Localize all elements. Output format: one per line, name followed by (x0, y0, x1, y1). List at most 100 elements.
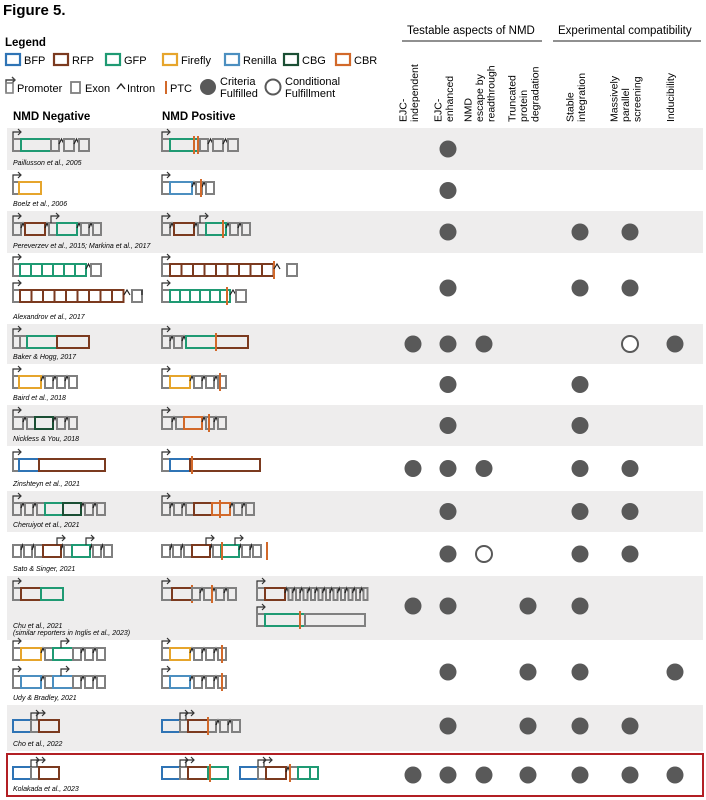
exon (193, 647, 203, 661)
exon (12, 502, 22, 516)
exon-rfp (38, 766, 60, 780)
criteria-fulfilled-dot (439, 717, 457, 735)
criteria-fulfilled-dot (621, 766, 639, 784)
exon-rfp (173, 222, 195, 236)
exon (30, 766, 40, 780)
exon-bfp (18, 458, 40, 472)
promoter-arrow (161, 365, 171, 376)
exon (161, 458, 171, 472)
exon-bfp (161, 766, 181, 780)
exon (84, 647, 94, 661)
exon (44, 375, 54, 389)
criteria-fulfilled-dot (439, 597, 457, 615)
exon-rfp (191, 544, 211, 558)
legend-color-label-renilla: Renilla (243, 55, 278, 67)
promoter-arrow (85, 534, 95, 545)
criteria-fulfilled-dot (439, 140, 457, 158)
promoter-arrow (256, 577, 266, 588)
study-citation: Sato & Singer, 2021 (13, 566, 75, 573)
criteria-fulfilled-dot (571, 717, 589, 735)
exon (173, 502, 183, 516)
column-header-truncated: protein (518, 90, 530, 122)
exon (44, 675, 54, 689)
legend-conditional-label-2: Fulfillment (285, 88, 335, 100)
exon (233, 502, 243, 516)
study-citation: Pereverzev et al., 2015; Markina et al.,… (13, 243, 151, 250)
exon (131, 289, 143, 303)
promoter-arrow (179, 756, 189, 767)
exon-rfp (76, 289, 90, 303)
exon (241, 544, 251, 558)
exon-gfp (74, 263, 87, 277)
exon (63, 544, 73, 558)
row-band (7, 705, 703, 751)
legend-color-label-gfp: GFP (124, 55, 147, 67)
exon-rfp (42, 544, 62, 558)
promoter-arrow (60, 637, 70, 648)
exon-icon (70, 81, 81, 94)
exon-rfp (38, 458, 106, 472)
criteria-fulfilled-dot (475, 766, 493, 784)
exon (310, 587, 316, 601)
criteria-fulfilled-dot (519, 663, 537, 681)
exon-rfp (192, 263, 206, 277)
legend-intron-label: Intron (127, 83, 155, 95)
legend-swatch-cbg (282, 52, 300, 67)
exon-rfp (53, 289, 67, 303)
exon-gfp (169, 289, 181, 303)
exon-rfp (88, 289, 102, 303)
exon-gfp (52, 647, 74, 661)
exon (12, 416, 24, 430)
promoter-arrow (12, 212, 22, 223)
exon (287, 587, 294, 601)
promoter-arrow (36, 709, 46, 720)
study-citation: Cho et al., 2022 (13, 741, 63, 748)
promoter-arrow (12, 365, 22, 376)
criteria-fulfilled-dot (439, 279, 457, 297)
criteria-fulfilled-dot (439, 663, 457, 681)
exon-rfp (99, 289, 113, 303)
exon (229, 222, 239, 236)
exon-gfp (56, 222, 78, 236)
criteria-fulfilled-dot (439, 545, 457, 563)
exon (72, 675, 82, 689)
criteria-fulfilled-dot (404, 766, 422, 784)
exon-rfp (19, 289, 33, 303)
exon (235, 289, 247, 303)
criteria-fulfilled-dot (571, 663, 589, 681)
promoter-arrow (161, 577, 171, 588)
exon (193, 375, 203, 389)
exon-gfp (71, 544, 91, 558)
exon-firefly (169, 647, 191, 661)
promoter-arrow (12, 253, 22, 264)
promoter-arrow (50, 212, 60, 223)
column-header-induc: Inducibility (665, 72, 677, 122)
promoter-arrow (30, 756, 40, 767)
exon (96, 502, 106, 516)
exon-gfp (309, 766, 319, 780)
exon-gfp (41, 263, 54, 277)
exon-gfp (220, 544, 240, 558)
criteria-fulfilled-dot (571, 376, 589, 393)
exon (245, 502, 255, 516)
exon-rfp (226, 263, 240, 277)
exon-rfp (38, 719, 60, 733)
criteria-fulfilled-dot (571, 545, 589, 563)
legend-title: Legend (5, 37, 46, 49)
exon (161, 222, 171, 236)
exon-bfp (12, 766, 32, 780)
column-header-truncated: degradation (530, 66, 542, 122)
legend-swatch-firefly (161, 52, 179, 67)
nmd-negative-header: NMD Negative (13, 111, 90, 123)
legend-color-label-rfp: RFP (72, 55, 94, 67)
criteria-fulfilled-dot (571, 279, 589, 297)
conditional-fulfillment-circle (475, 545, 493, 563)
criteria-fulfilled-dot (439, 503, 457, 520)
exon-gfp (40, 587, 64, 601)
criteria-fulfilled-dot (404, 597, 422, 615)
column-header-ejc_enh: EJC- (432, 98, 444, 122)
legend-color-label-cbr: CBR (354, 55, 377, 67)
exon (68, 375, 78, 389)
exon-firefly (18, 375, 42, 389)
exon (96, 675, 106, 689)
